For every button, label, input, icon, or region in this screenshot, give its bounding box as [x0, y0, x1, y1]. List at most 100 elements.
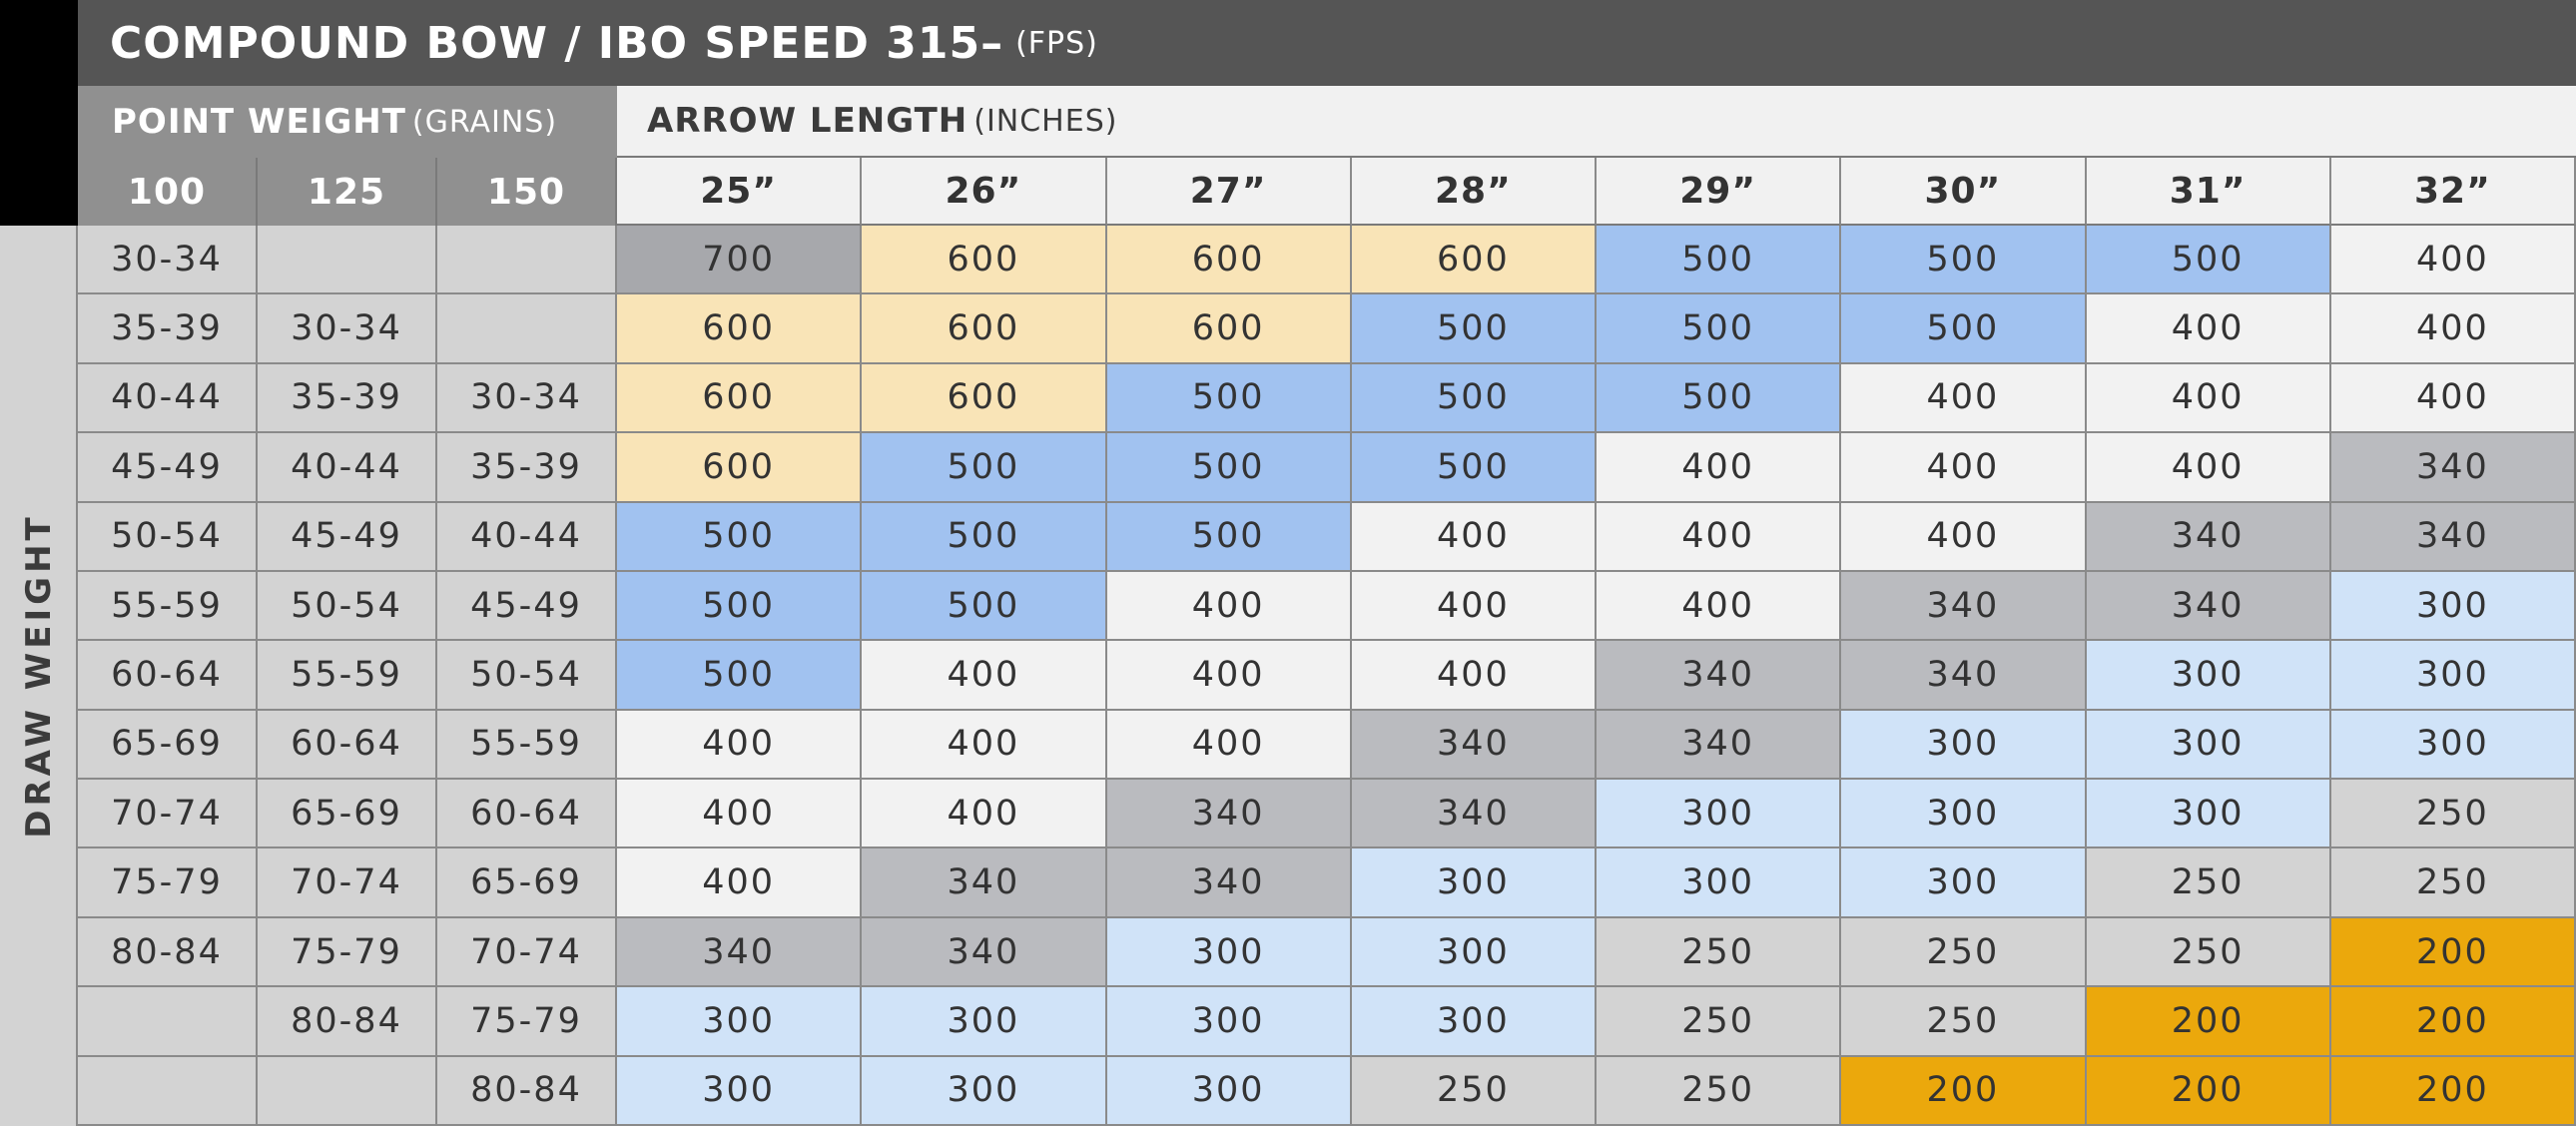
draw-weight-range-cell: 65-69 [78, 710, 258, 781]
spine-value-cell: 300 [2330, 710, 2576, 781]
spine-value-cell: 300 [2330, 641, 2576, 711]
draw-weight-range-cell: 70-74 [258, 848, 437, 918]
spine-value-cell: 250 [1597, 917, 1842, 988]
corner-block [0, 0, 78, 226]
spine-value-cell: 500 [617, 641, 863, 711]
chart-title: COMPOUND BOW / IBO SPEED 315– [110, 17, 1004, 69]
spine-value-cell: 200 [2086, 1056, 2331, 1126]
spine-value-cell: 300 [1351, 848, 1597, 918]
arrow-length-column-header: 26” [862, 158, 1107, 226]
spine-value-cell: 300 [1351, 917, 1597, 988]
spine-value-cell: 250 [1597, 1056, 1842, 1126]
draw-weight-range-cell: 50-54 [258, 571, 437, 642]
draw-weight-range-cell: 50-54 [437, 641, 617, 711]
draw-weight-range-cell: 40-44 [437, 502, 617, 572]
spine-value-cell: 400 [2086, 433, 2331, 503]
spine-value-cell: 300 [617, 1056, 863, 1126]
spine-value-cell: 200 [2330, 987, 2576, 1057]
point-weight-column-header: 100 [78, 158, 258, 238]
draw-weight-range-cell [258, 1056, 437, 1126]
spine-value-cell: 500 [1597, 294, 1842, 364]
spine-value-cell: 340 [862, 848, 1107, 918]
spine-value-cell: 300 [2330, 571, 2576, 642]
point-weight-header: POINT WEIGHT (GRAINS) [78, 86, 617, 158]
draw-weight-range-cell: 40-44 [258, 433, 437, 503]
spine-value-cell: 500 [1597, 226, 1842, 295]
draw-weight-range-cell: 60-64 [437, 780, 617, 849]
draw-weight-range-cell: 45-49 [78, 433, 258, 503]
spine-value-cell: 400 [617, 710, 863, 781]
spine-value-cell: 400 [2330, 363, 2576, 434]
spine-value-cell: 400 [1106, 710, 1352, 781]
draw-weight-range-cell: 55-59 [437, 710, 617, 781]
spine-value-cell: 250 [2086, 848, 2331, 918]
draw-weight-range-cell [258, 226, 437, 295]
spine-value-cell: 400 [862, 710, 1107, 781]
spine-value-cell: 340 [617, 917, 863, 988]
spine-value-cell: 250 [2330, 780, 2576, 849]
spine-value-cell: 400 [1597, 502, 1842, 572]
spine-value-cell: 600 [862, 294, 1107, 364]
spine-value-cell: 300 [1106, 1056, 1352, 1126]
arrow-length-column-header: 30” [1841, 158, 2087, 226]
draw-weight-range-cell [78, 1056, 258, 1126]
draw-weight-range-cell: 30-34 [78, 226, 258, 295]
spine-value-cell: 400 [1841, 502, 2087, 572]
spine-value-cell: 340 [1351, 780, 1597, 849]
point-weight-column-header: 125 [258, 158, 437, 238]
arrow-length-unit: (INCHES) [973, 103, 1118, 139]
spine-value-cell: 400 [1106, 571, 1352, 642]
spine-value-cell: 500 [862, 433, 1107, 503]
spine-value-cell: 340 [1597, 710, 1842, 781]
spine-value-cell: 340 [1841, 641, 2087, 711]
draw-weight-range-cell: 60-64 [258, 710, 437, 781]
spine-value-cell: 500 [1106, 363, 1352, 434]
spine-value-cell: 340 [1106, 848, 1352, 918]
spine-value-cell: 400 [2330, 294, 2576, 364]
spine-value-cell: 340 [1106, 780, 1352, 849]
spine-value-cell: 340 [1841, 571, 2087, 642]
point-weight-label: POINT WEIGHT [112, 102, 406, 142]
draw-weight-range-cell: 45-49 [437, 571, 617, 642]
point-weight-unit: (GRAINS) [411, 104, 558, 140]
arrow-length-column-header: 28” [1351, 158, 1597, 226]
spine-value-cell: 250 [1841, 917, 2087, 988]
draw-weight-range-cell: 75-79 [258, 917, 437, 988]
spine-value-cell: 340 [2086, 571, 2331, 642]
spine-value-cell: 500 [1841, 294, 2087, 364]
spine-value-cell: 300 [1351, 987, 1597, 1057]
title-bar: COMPOUND BOW / IBO SPEED 315– (FPS) [78, 0, 2576, 86]
arrow-length-column-header: 27” [1106, 158, 1352, 226]
spine-value-cell: 250 [2330, 848, 2576, 918]
spine-value-cell: 250 [2086, 917, 2331, 988]
draw-weight-range-cell: 30-34 [258, 294, 437, 364]
spine-value-cell: 600 [617, 294, 863, 364]
spine-value-cell: 200 [2330, 1056, 2576, 1126]
draw-weight-range-cell: 55-59 [258, 641, 437, 711]
spine-value-cell: 400 [1351, 571, 1597, 642]
spine-value-cell: 340 [1351, 710, 1597, 781]
chart-title-unit: (FPS) [1015, 25, 1098, 61]
draw-weight-range-cell: 45-49 [258, 502, 437, 572]
spine-value-cell: 300 [1841, 710, 2087, 781]
draw-weight-range-cell [437, 294, 617, 364]
draw-weight-sidebar: DRAW WEIGHT [0, 226, 78, 1126]
spine-value-cell: 500 [2086, 226, 2331, 295]
draw-weight-range-cell [78, 987, 258, 1057]
spine-value-cell: 300 [1841, 848, 2087, 918]
draw-weight-range-cell: 65-69 [437, 848, 617, 918]
draw-weight-range-cell: 40-44 [78, 363, 258, 434]
arrow-length-label: ARROW LENGTH [647, 101, 968, 141]
arrow-length-column-header: 31” [2086, 158, 2331, 226]
draw-weight-range-cell: 35-39 [258, 363, 437, 434]
spine-value-cell: 500 [1351, 294, 1597, 364]
draw-weight-range-cell: 30-34 [437, 363, 617, 434]
spine-value-cell: 340 [862, 917, 1107, 988]
spine-value-cell: 300 [862, 987, 1107, 1057]
arrow-length-column-header: 29” [1597, 158, 1842, 226]
spine-value-cell: 400 [862, 641, 1107, 711]
draw-weight-range-cell: 35-39 [437, 433, 617, 503]
spine-value-cell: 200 [2330, 917, 2576, 988]
draw-weight-range-cell [437, 226, 617, 295]
